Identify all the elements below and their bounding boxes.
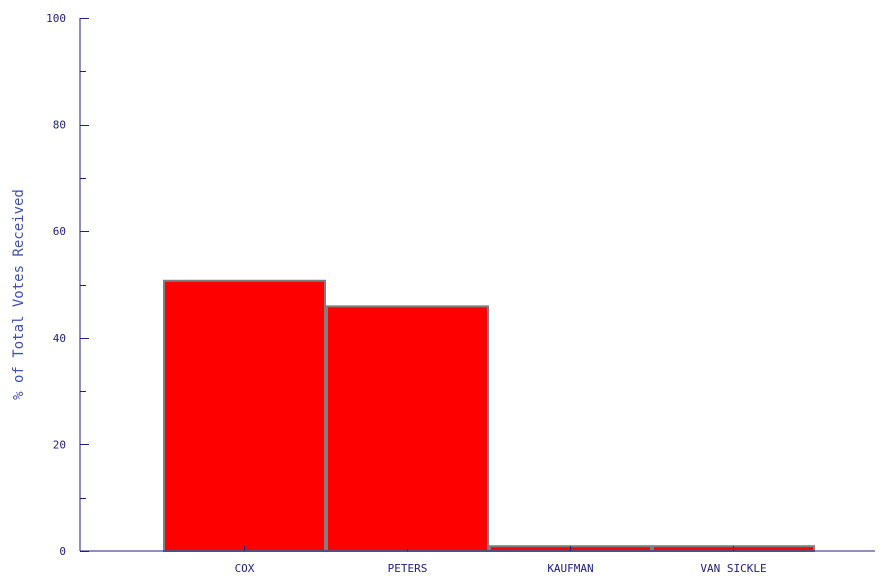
bar-cox	[163, 279, 326, 552]
y-tick-label: 100	[46, 12, 66, 25]
bar-peters	[326, 305, 489, 552]
y-tick-label: 0	[59, 545, 66, 558]
bars-layer	[163, 279, 815, 553]
x-category-label: VAN SICKLE	[700, 562, 766, 575]
x-category-label: COX	[235, 562, 255, 575]
x-category-labels: COX PETERS KAUFMAN VAN SICKLE	[235, 546, 767, 575]
y-tick-label: 60	[53, 225, 66, 238]
y-tick-label: 40	[53, 332, 66, 345]
y-tick-label: 80	[53, 119, 66, 132]
y-axis-title: % of Total Votes Received	[11, 189, 27, 400]
y-tick-label: 20	[53, 438, 66, 451]
x-category-label: KAUFMAN	[547, 562, 593, 575]
x-category-label: PETERS	[388, 562, 428, 575]
y-ticks: 0 20 40 60 80 100	[46, 12, 89, 558]
axes-layer	[79, 18, 875, 552]
